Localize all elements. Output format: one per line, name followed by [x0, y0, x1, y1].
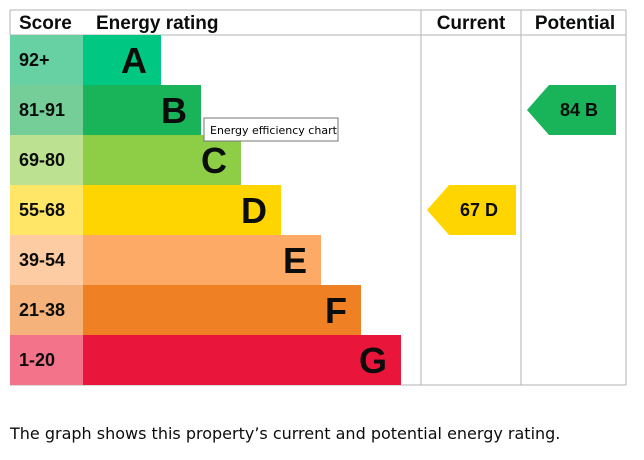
score-cell-c — [10, 135, 83, 185]
potential-rating-label: 84 B — [560, 100, 598, 120]
score-label-d: 55-68 — [19, 200, 65, 220]
rating-arrows: 67 D 84 B — [427, 85, 616, 235]
chart-caption: The graph shows this property’s current … — [10, 424, 561, 443]
score-label-e: 39-54 — [19, 250, 65, 270]
current-arrow — [427, 185, 516, 235]
score-cell-e — [10, 235, 83, 285]
rating-bar-f — [83, 285, 361, 335]
rating-bar-g — [83, 335, 401, 385]
potential-arrow — [527, 85, 616, 135]
header-current: Current — [437, 13, 506, 34]
rating-bar-b — [83, 85, 201, 135]
score-cell-d — [10, 185, 83, 235]
column-headers: Score Energy rating Current Potential — [19, 13, 615, 34]
rating-letter-d: D — [241, 190, 267, 231]
tooltip-text: Energy efficiency chart — [210, 124, 338, 137]
current-rating-label: 67 D — [460, 200, 498, 220]
score-label-a: 92+ — [19, 50, 50, 70]
chart-tooltip: Energy efficiency chart — [203, 117, 339, 142]
score-cell-f — [10, 285, 83, 335]
rating-bar-e — [83, 235, 321, 285]
score-label-b: 81-91 — [19, 100, 65, 120]
header-energy-rating: Energy rating — [96, 13, 218, 34]
score-label-f: 21-38 — [19, 300, 65, 320]
tooltip-box — [203, 117, 339, 142]
rating-letter-c: C — [201, 140, 227, 181]
score-cell-a — [10, 35, 83, 85]
header-potential: Potential — [535, 13, 615, 34]
rating-bar-c — [83, 135, 241, 185]
rating-letter-e: E — [283, 240, 307, 281]
rating-bar-a — [83, 35, 161, 85]
rating-bar-d — [83, 185, 281, 235]
score-cell-b — [10, 85, 83, 135]
header-score: Score — [19, 13, 72, 34]
rating-bands: 92+ A 81-91 B 69-80 C 55-68 D 39-54 E 21-38 F 1-20 G — [10, 35, 401, 385]
rating-letter-g: G — [359, 340, 387, 381]
score-label-c: 69-80 — [19, 150, 65, 170]
score-cell-g — [10, 335, 83, 385]
rating-letter-b: B — [161, 90, 187, 131]
energy-efficiency-chart: 92+ A81-91 B69-80 C55-68 D39-54 E21-38 F1-20 G … — [9, 9, 627, 386]
rating-letter-f: F — [325, 290, 347, 331]
rating-letter-a: A — [121, 40, 147, 81]
score-label-g: 1-20 — [19, 350, 55, 370]
